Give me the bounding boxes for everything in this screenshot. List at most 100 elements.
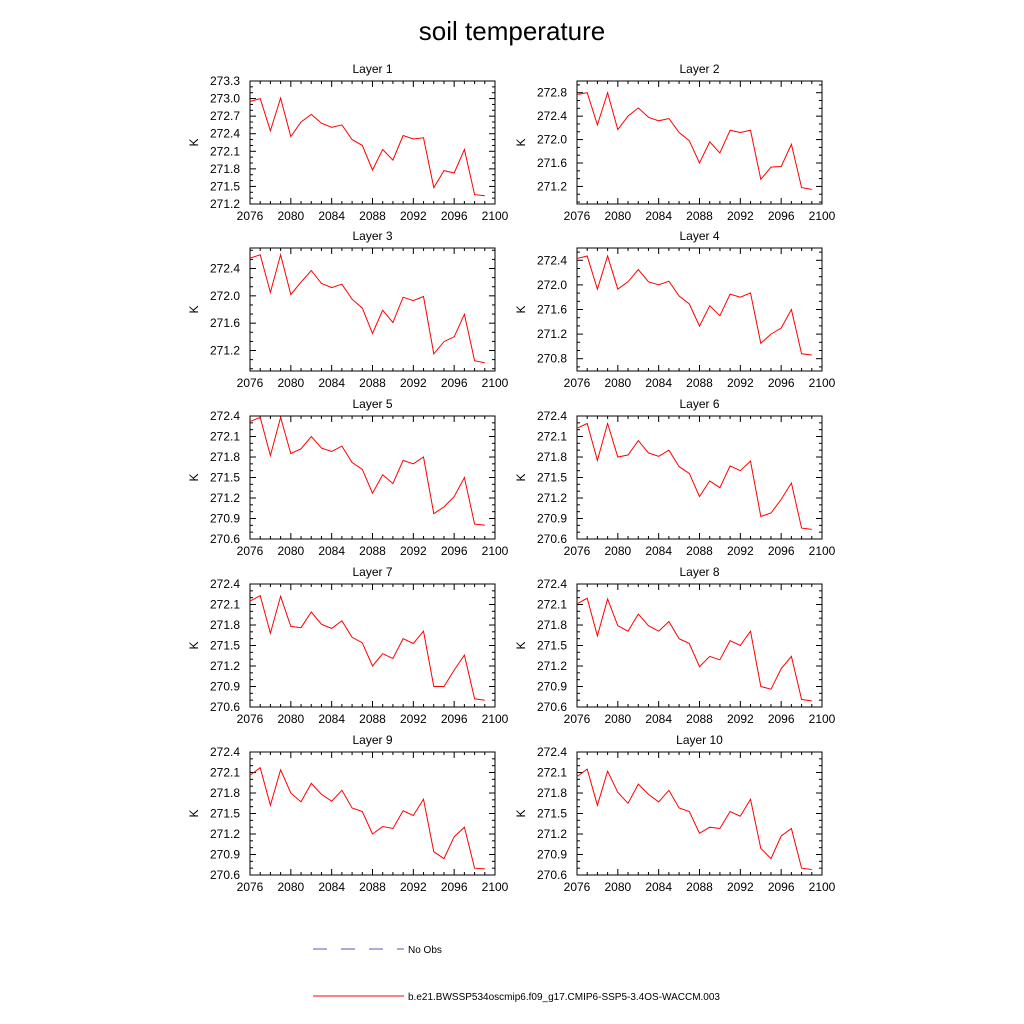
y-tick-label: 272.4 (210, 745, 240, 759)
panel-layer-6: 2076 2080 2084 2088 2092 2096 2100 270.6 270.9 27… (514, 397, 836, 558)
y-tick-label: 271.5 (210, 807, 240, 821)
y-tick-label: 271.5 (537, 639, 567, 653)
x-tick-label: 2088 (686, 712, 713, 726)
x-tick-label: 2100 (482, 544, 509, 558)
y-tick-label: 270.9 (210, 848, 240, 862)
x-tick-label: 2092 (727, 880, 754, 894)
panel-layer-7: 2076 2080 2084 2088 2092 2096 2100 270.6 270.9 27… (187, 565, 509, 726)
y-tick-label: 270.6 (537, 868, 567, 882)
y-tick-label: 270.6 (537, 700, 567, 714)
y-tick-label: 273.3 (210, 74, 240, 88)
x-tick-label: 2088 (686, 376, 713, 390)
x-tick-label: 2088 (686, 544, 713, 558)
y-tick-label: 271.5 (210, 179, 240, 193)
y-tick-label: 272.1 (210, 598, 240, 612)
x-tick-label: 2096 (441, 880, 468, 894)
y-tick-label: 272.1 (210, 766, 240, 780)
panel-layer-8: 2076 2080 2084 2088 2092 2096 2100 270.6 270.9 27… (514, 565, 836, 726)
x-tick-label: 2080 (277, 376, 304, 390)
y-tick-label: 272.4 (537, 109, 567, 123)
panels: 2076 2080 2084 2088 2092 2096 2100 271.2 271.5 27… (187, 62, 836, 894)
series-line (577, 421, 812, 530)
panel-title: Layer 4 (679, 229, 719, 243)
y-tick-label: 270.9 (210, 512, 240, 526)
y-tick-label: 272.4 (537, 577, 567, 591)
figure-title: soil temperature (419, 16, 605, 46)
x-tick-label: 2092 (727, 376, 754, 390)
y-tick-label: 271.2 (537, 179, 567, 193)
x-tick-label: 2096 (441, 544, 468, 558)
y-tick-label: 271.8 (210, 618, 240, 632)
x-tick-label: 2096 (441, 712, 468, 726)
x-tick-label: 2096 (768, 376, 795, 390)
y-tick-label: 270.9 (210, 680, 240, 694)
y-tick-label: 270.6 (210, 700, 240, 714)
y-tick-label: 270.9 (537, 848, 567, 862)
series-line (250, 416, 485, 526)
y-tick-label: 270.9 (537, 512, 567, 526)
x-tick-label: 2076 (564, 544, 591, 558)
y-tick-label: 272.1 (210, 144, 240, 158)
x-tick-label: 2100 (809, 880, 836, 894)
x-tick-label: 2100 (809, 544, 836, 558)
y-tick-label: 272.4 (210, 409, 240, 423)
x-tick-label: 2084 (318, 209, 345, 223)
y-axis-label: K (187, 138, 201, 146)
y-tick-label: 271.2 (537, 491, 567, 505)
x-tick-label: 2092 (400, 544, 427, 558)
series-line (577, 597, 812, 702)
series-line (577, 254, 812, 356)
plot-frame (576, 247, 823, 372)
y-tick-label: 270.6 (537, 532, 567, 546)
x-tick-label: 2076 (237, 209, 264, 223)
y-tick-label: 272.1 (210, 430, 240, 444)
x-tick-label: 2088 (686, 209, 713, 223)
y-tick-label: 271.5 (210, 471, 240, 485)
x-tick-label: 2084 (645, 880, 672, 894)
series-line (250, 96, 485, 197)
y-tick-label: 271.8 (210, 162, 240, 176)
plot-frame (576, 583, 823, 708)
plot-frame (249, 80, 496, 205)
x-tick-label: 2080 (277, 209, 304, 223)
x-tick-label: 2088 (686, 880, 713, 894)
y-tick-label: 272.4 (210, 577, 240, 591)
x-tick-label: 2088 (359, 376, 386, 390)
y-tick-label: 271.5 (537, 807, 567, 821)
y-tick-label: 272.4 (210, 262, 240, 276)
y-axis-label: K (187, 641, 201, 649)
y-tick-label: 271.8 (537, 618, 567, 632)
x-tick-label: 2076 (564, 209, 591, 223)
y-tick-label: 272.4 (537, 409, 567, 423)
y-tick-label: 271.6 (537, 303, 567, 317)
y-tick-label: 271.8 (537, 450, 567, 464)
x-tick-label: 2100 (482, 209, 509, 223)
panel-title: Layer 8 (679, 565, 719, 579)
y-tick-label: 271.5 (210, 639, 240, 653)
x-tick-label: 2084 (318, 544, 345, 558)
x-tick-label: 2088 (359, 209, 386, 223)
y-axis-label: K (514, 809, 528, 817)
plot-frame (249, 415, 496, 540)
plot-frame (576, 80, 823, 205)
y-tick-label: 271.2 (210, 197, 240, 211)
y-tick-label: 270.9 (537, 680, 567, 694)
panel-title: Layer 3 (352, 229, 392, 243)
x-tick-label: 2092 (727, 209, 754, 223)
y-tick-label: 272.0 (210, 289, 240, 303)
x-tick-label: 2092 (400, 880, 427, 894)
y-axis-label: K (514, 473, 528, 481)
y-axis-label: K (187, 809, 201, 817)
x-tick-label: 2080 (277, 880, 304, 894)
y-tick-label: 272.0 (537, 278, 567, 292)
series-line (250, 766, 485, 870)
x-tick-label: 2080 (604, 544, 631, 558)
panel-title: Layer 2 (679, 62, 719, 76)
y-tick-label: 272.0 (537, 133, 567, 147)
plot-frame (249, 751, 496, 876)
x-tick-label: 2088 (359, 880, 386, 894)
y-tick-label: 271.8 (537, 786, 567, 800)
y-axis-label: K (187, 473, 201, 481)
x-tick-label: 2084 (318, 376, 345, 390)
